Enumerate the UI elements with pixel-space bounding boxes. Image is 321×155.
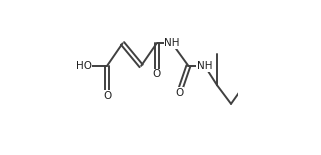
Text: HO: HO bbox=[75, 61, 91, 71]
Text: O: O bbox=[152, 69, 161, 79]
Text: O: O bbox=[175, 88, 183, 98]
Text: O: O bbox=[103, 91, 111, 101]
Text: NH: NH bbox=[164, 38, 180, 48]
Text: NH: NH bbox=[197, 61, 213, 71]
